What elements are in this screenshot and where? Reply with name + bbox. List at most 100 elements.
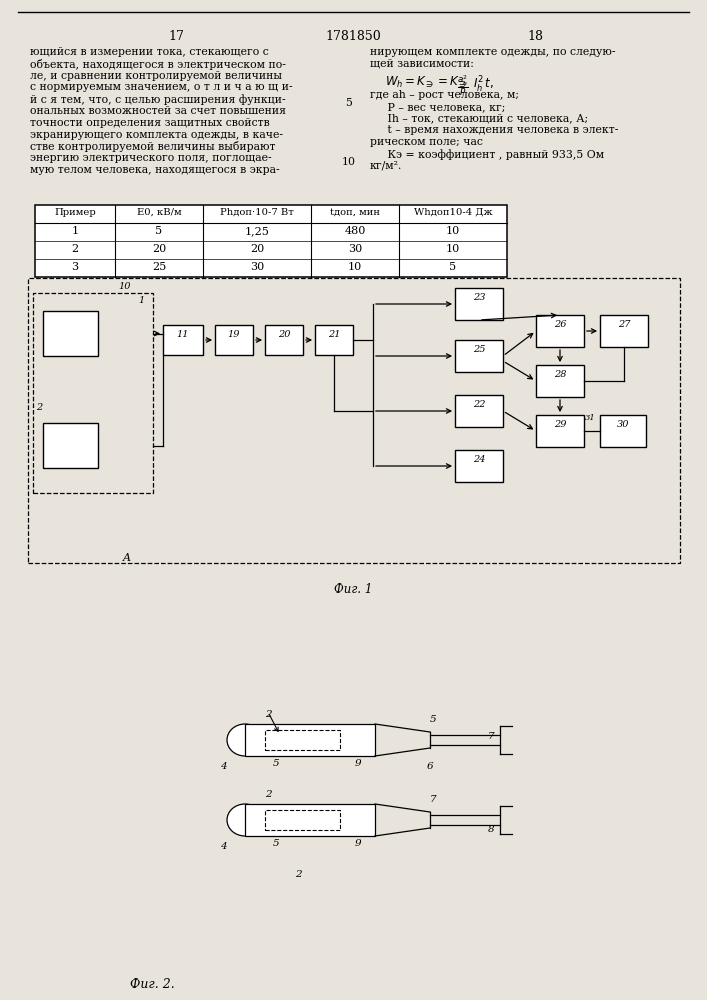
Text: 1: 1: [71, 226, 78, 236]
Ellipse shape: [227, 724, 263, 756]
Text: 20: 20: [152, 244, 166, 254]
Text: $W_h{=}K_\ni{=}K_\ni$: $W_h{=}K_\ni{=}K_\ni$: [385, 75, 467, 90]
Text: 5: 5: [273, 839, 280, 848]
Text: 5: 5: [273, 759, 280, 768]
Text: 9: 9: [355, 759, 361, 768]
Bar: [536, 315, 584, 347]
Text: 5: 5: [450, 262, 457, 272]
Bar: [35, 205, 507, 277]
Text: 10: 10: [348, 262, 362, 272]
Text: кг/м².: кг/м².: [370, 161, 402, 171]
Text: Whдоп10-4 Дж: Whдоп10-4 Дж: [414, 208, 492, 217]
Bar: [28, 278, 680, 563]
Text: 9: 9: [355, 839, 361, 848]
Bar: [315, 325, 353, 355]
Bar: [455, 450, 503, 482]
Bar: [245, 804, 375, 836]
Bar: [245, 724, 375, 756]
Bar: [600, 415, 646, 447]
Bar: [536, 415, 584, 447]
Text: 3: 3: [71, 262, 78, 272]
Text: 10: 10: [118, 282, 131, 291]
Text: 2: 2: [265, 790, 271, 799]
Text: мую телом человека, находящегося в экра-: мую телом человека, находящегося в экра-: [30, 165, 280, 175]
Text: 1781850: 1781850: [325, 30, 381, 43]
Text: 18: 18: [527, 30, 543, 43]
Text: Р – вес человека, кг;: Р – вес человека, кг;: [370, 102, 506, 112]
Text: 5: 5: [430, 715, 437, 724]
Bar: [265, 730, 340, 750]
Bar: [163, 325, 203, 355]
Text: t – время нахождения человека в элект-: t – время нахождения человека в элект-: [370, 125, 619, 135]
Text: Пример: Пример: [54, 208, 96, 217]
Bar: [455, 288, 503, 320]
Text: 7: 7: [430, 795, 437, 804]
Text: 1: 1: [138, 296, 144, 305]
Text: точности определения защитных свойств: точности определения защитных свойств: [30, 118, 270, 128]
Text: 25: 25: [152, 262, 166, 272]
Ellipse shape: [227, 804, 263, 836]
Text: 2: 2: [265, 710, 271, 719]
Text: 5: 5: [345, 98, 352, 108]
Bar: [215, 325, 253, 355]
Bar: [536, 365, 584, 397]
Text: 4: 4: [220, 762, 227, 771]
Text: 8: 8: [488, 825, 495, 834]
Bar: [43, 311, 98, 356]
Text: Е0, кВ/м: Е0, кВ/м: [136, 208, 181, 217]
Text: 26: 26: [554, 320, 566, 329]
Text: 22: 22: [473, 400, 485, 409]
Text: 2: 2: [36, 403, 42, 412]
Text: 11: 11: [177, 330, 189, 339]
Text: 7: 7: [488, 732, 495, 741]
Text: ональных возможностей за счет повышения: ональных возможностей за счет повышения: [30, 106, 286, 116]
Text: 21: 21: [328, 330, 340, 339]
Bar: [33, 293, 153, 493]
Text: Фиг. 2.: Фиг. 2.: [130, 978, 175, 991]
Text: 6: 6: [427, 762, 433, 771]
Text: Кэ = коэффициент , равный 933,5 Ом: Кэ = коэффициент , равный 933,5 Ом: [370, 149, 604, 160]
Text: 27: 27: [618, 320, 630, 329]
Text: 20: 20: [278, 330, 291, 339]
Text: щей зависимости:: щей зависимости:: [370, 59, 474, 69]
Text: 4: 4: [220, 842, 227, 851]
Text: где аh – рост человека, м;: где аh – рост человека, м;: [370, 90, 519, 100]
Text: с нормируемым значением, о т л и ч а ю щ и-: с нормируемым значением, о т л и ч а ю щ…: [30, 82, 293, 92]
Text: 1,25: 1,25: [245, 226, 269, 236]
Text: 31: 31: [585, 414, 596, 422]
Text: 10: 10: [342, 157, 356, 167]
Text: 17: 17: [168, 30, 184, 43]
Bar: [455, 395, 503, 427]
Text: $I_h^2\,t,$: $I_h^2\,t,$: [473, 75, 494, 95]
Text: 28: 28: [554, 370, 566, 379]
Text: tдоп, мин: tдоп, мин: [330, 208, 380, 217]
Text: 23: 23: [473, 293, 485, 302]
Bar: [265, 325, 303, 355]
Text: объекта, находящегося в электрическом по-: объекта, находящегося в электрическом по…: [30, 59, 286, 70]
Text: Ih – ток, стекающий с человека, А;: Ih – ток, стекающий с человека, А;: [370, 114, 588, 124]
Text: 5: 5: [156, 226, 163, 236]
Text: нирующем комплекте одежды, по следую-: нирующем комплекте одежды, по следую-: [370, 47, 616, 57]
Text: рическом поле; час: рическом поле; час: [370, 137, 483, 147]
Text: 25: 25: [473, 345, 485, 354]
Bar: [265, 810, 340, 830]
Text: 480: 480: [344, 226, 366, 236]
Text: 30: 30: [250, 262, 264, 272]
Bar: [43, 423, 98, 468]
Text: й с я тем, что, с целью расширения функци-: й с я тем, что, с целью расширения функц…: [30, 94, 286, 105]
Text: стве контролируемой величины выбирают: стве контролируемой величины выбирают: [30, 141, 276, 152]
Text: 20: 20: [250, 244, 264, 254]
Text: 2: 2: [71, 244, 78, 254]
Text: 10: 10: [446, 244, 460, 254]
Text: 30: 30: [617, 420, 629, 429]
Text: 24: 24: [473, 455, 485, 464]
Text: Фиг. 1: Фиг. 1: [334, 583, 372, 596]
Text: A: A: [123, 553, 131, 563]
Text: 2: 2: [295, 870, 302, 879]
Text: ле, и сравнении контролируемой величины: ле, и сравнении контролируемой величины: [30, 71, 282, 81]
Text: 30: 30: [348, 244, 362, 254]
Bar: [455, 340, 503, 372]
Text: Рhдоп·10-7 Вт: Рhдоп·10-7 Вт: [220, 208, 294, 217]
Bar: [600, 315, 648, 347]
Text: экранирующего комплекта одежды, в каче-: экранирующего комплекта одежды, в каче-: [30, 130, 283, 140]
